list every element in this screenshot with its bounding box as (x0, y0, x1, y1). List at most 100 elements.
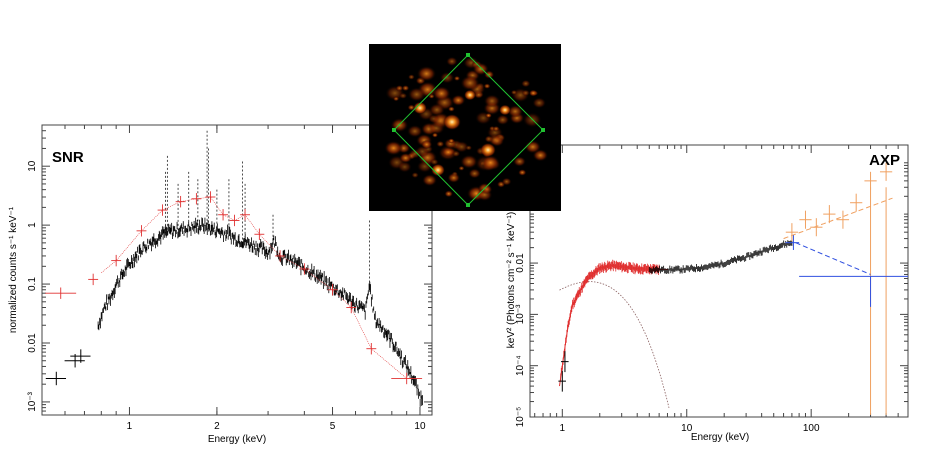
remnant-emission (384, 56, 549, 202)
emission-blob (444, 190, 454, 198)
snr-red-series-line (101, 196, 414, 379)
emission-blob (420, 139, 433, 150)
emission-blob (521, 89, 531, 97)
axp-data-series (558, 162, 908, 415)
emission-blob (407, 87, 426, 102)
axp-chart-title: AXP (869, 152, 900, 169)
emission-blob (496, 114, 510, 126)
emission-blob (460, 75, 480, 91)
region-handle-right (541, 128, 545, 132)
emission-blob (521, 79, 531, 88)
emission-blob (458, 165, 465, 171)
axp-x-tick-label: 100 (803, 423, 820, 434)
emission-blob (399, 92, 408, 100)
emission-bright-knot (413, 101, 427, 115)
axp-x-axis-label: Energy (keV) (691, 432, 749, 443)
emission-blob (384, 140, 403, 156)
axp-x-tick-label: 10 (681, 423, 693, 434)
emission-blob (446, 56, 458, 67)
snr-data-series (45, 130, 423, 407)
emission-blob (453, 75, 461, 81)
emission-blob (518, 169, 527, 176)
emission-blob (487, 133, 503, 146)
emission-blob (532, 97, 547, 109)
snr-chart-title: SNR (52, 149, 84, 166)
emission-blob (439, 71, 455, 84)
emission-blob (454, 140, 469, 153)
snr-y-tick-label: 10 (27, 160, 38, 172)
emission-blob (432, 86, 451, 101)
snr-x-tick-label: 10 (414, 421, 426, 432)
axp-ticks: 1 10 100 10⁻⁵ 10⁻⁴ 10⁻³ 0.01 (515, 144, 909, 434)
axp-orange-series-line (783, 197, 893, 240)
emission-bright-knot (443, 113, 461, 131)
emission-blob (401, 85, 410, 92)
region-handle-top (466, 53, 470, 57)
emission-blob (465, 145, 473, 151)
emission-blob (483, 83, 491, 89)
emission-bright-knot (431, 163, 445, 177)
emission-bright-knot (480, 142, 496, 158)
emission-blob (422, 174, 438, 187)
axp-y-tick-label: 10⁻⁵ (515, 407, 526, 428)
emission-blob (513, 156, 526, 167)
emission-blob (407, 124, 423, 138)
emission-blob (451, 94, 466, 107)
axp-red-series-line (559, 265, 668, 387)
emission-blob (397, 161, 412, 173)
axp-y-tick-label: 0.01 (515, 253, 526, 273)
snr-y-tick-label: 10⁻³ (27, 391, 38, 411)
emission-blob (411, 172, 419, 179)
axp-blue-series-line (795, 242, 871, 275)
emission-blob (436, 140, 445, 148)
axp-thermal-model-line (559, 281, 670, 408)
emission-blob (481, 155, 500, 171)
snr-y-tick-label: 1 (27, 222, 38, 228)
emission-blob (416, 65, 437, 82)
emission-blob (416, 160, 433, 173)
snr-chart: 1 2 5 10 10⁻³ 0.01 0.1 1 10 SNR Energy (keV) nor… (8, 124, 433, 445)
emission-blob (524, 140, 541, 154)
emission-blob (447, 106, 455, 112)
snr-plot-frame (41, 124, 433, 416)
emission-bright-knot (464, 89, 476, 101)
region-handle-bottom (466, 203, 470, 207)
emission-blob (510, 89, 518, 95)
emission-blob (430, 158, 439, 166)
emission-blob (501, 177, 512, 186)
emission-bright-knot (499, 104, 511, 116)
snr-x-tick-label: 2 (214, 421, 220, 432)
axp-y-axis-label: keV² (Photons cm⁻² s⁻¹ keV⁻¹) (506, 212, 517, 348)
axp-plot-frame (529, 144, 909, 418)
emission-blob (481, 185, 493, 195)
emission-blob (483, 94, 501, 108)
snr-x-tick-label: 5 (330, 421, 336, 432)
emission-blob (399, 152, 413, 164)
axp-y-tick-label: 10⁻⁴ (515, 355, 526, 376)
axp-x-tick-label: 1 (560, 423, 566, 434)
snr-y-tick-label: 0.01 (27, 333, 38, 353)
emission-blob (460, 154, 478, 169)
emission-blob (447, 172, 461, 183)
emission-blob (492, 125, 500, 132)
emission-blob (448, 138, 455, 144)
emission-blob (431, 132, 439, 138)
snr-x-tick-label: 1 (127, 421, 133, 432)
snr-x-axis-label: Energy (keV) (208, 434, 266, 445)
emission-blob (468, 168, 481, 179)
emission-blob (408, 148, 422, 159)
emission-blob (408, 74, 415, 80)
emission-blob (507, 105, 524, 118)
emission-blob (485, 112, 492, 119)
emission-blob (392, 96, 400, 102)
snr-y-axis-label: normalized counts s⁻¹ keV⁻¹ (8, 206, 19, 333)
xray-inset-image (369, 44, 561, 211)
emission-blob (395, 85, 404, 92)
snr-y-tick-label: 0.1 (27, 277, 38, 291)
emission-blob (441, 146, 455, 158)
axp-y-tick-label: 10⁻³ (515, 304, 526, 324)
emission-blob (528, 89, 538, 97)
region-handle-left (392, 128, 396, 132)
